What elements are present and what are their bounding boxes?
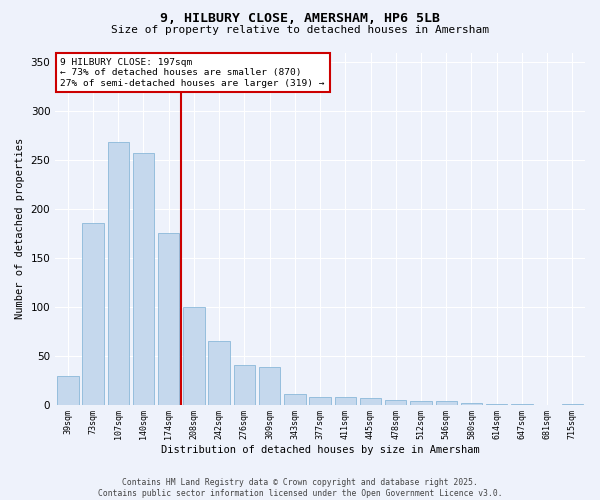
- Bar: [82, 222, 104, 404]
- Bar: [310, 397, 331, 404]
- Bar: [259, 368, 280, 405]
- Text: 9, HILBURY CLOSE, AMERSHAM, HP6 5LB: 9, HILBURY CLOSE, AMERSHAM, HP6 5LB: [160, 12, 440, 26]
- Bar: [436, 400, 457, 404]
- Bar: [57, 376, 79, 404]
- Bar: [410, 400, 432, 404]
- Bar: [360, 398, 381, 404]
- Bar: [461, 402, 482, 404]
- Bar: [107, 142, 129, 404]
- Bar: [335, 397, 356, 404]
- Bar: [208, 341, 230, 404]
- Bar: [133, 153, 154, 405]
- Bar: [284, 394, 305, 404]
- Bar: [183, 307, 205, 404]
- Text: 9 HILBURY CLOSE: 197sqm
← 73% of detached houses are smaller (870)
27% of semi-d: 9 HILBURY CLOSE: 197sqm ← 73% of detache…: [61, 58, 325, 88]
- Bar: [385, 400, 406, 404]
- Bar: [233, 366, 255, 405]
- Bar: [158, 234, 179, 404]
- Y-axis label: Number of detached properties: Number of detached properties: [15, 138, 25, 319]
- Text: Size of property relative to detached houses in Amersham: Size of property relative to detached ho…: [111, 25, 489, 35]
- Text: Contains HM Land Registry data © Crown copyright and database right 2025.
Contai: Contains HM Land Registry data © Crown c…: [98, 478, 502, 498]
- X-axis label: Distribution of detached houses by size in Amersham: Distribution of detached houses by size …: [161, 445, 479, 455]
